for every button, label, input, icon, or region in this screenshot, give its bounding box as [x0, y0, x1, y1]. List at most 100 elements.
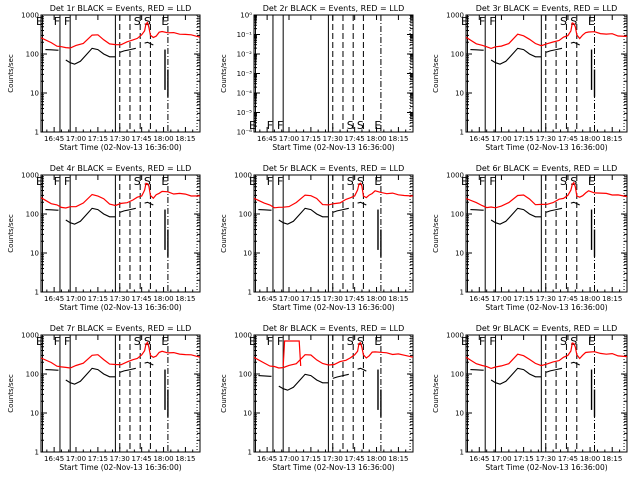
marker-label-2: F	[277, 335, 283, 348]
x-tick-label: 16:45	[469, 135, 489, 143]
plot-frame	[40, 334, 201, 453]
x-tick-label: 17:30	[323, 135, 343, 143]
y-tick-label: 1	[248, 289, 252, 297]
x-tick-label: 18:15	[388, 295, 408, 303]
x-tick-label: 17:45	[558, 135, 578, 143]
x-tick-label: 17:00	[66, 455, 86, 463]
marker-label-8: E	[588, 335, 595, 348]
y-axis-title: Counts/sec	[432, 54, 440, 93]
y-tick-label: 1	[35, 289, 39, 297]
marker-label-1: F	[479, 15, 485, 28]
y-tick-label: 10⁻⁶	[237, 129, 253, 137]
y-tick-label: 10⁻³	[237, 70, 253, 78]
marker-label-6: S	[347, 175, 354, 188]
events-series-segment-2	[119, 207, 136, 213]
lld-series-line	[40, 182, 201, 209]
x-axis-ticks: 16:45 17:00 17:15 17:30 17:45 18:00 18:15	[257, 335, 414, 463]
x-tick-label: 18:00	[153, 455, 173, 463]
events-series-segment-1	[65, 367, 116, 385]
y-tick-label: 100	[239, 211, 252, 219]
x-axis-ticks: 16:45 17:00 17:15 17:30 17:45 18:00 18:15	[44, 15, 201, 143]
lld-series-line	[40, 341, 201, 369]
y-axis-ticks: 1 10 100 1000	[446, 332, 627, 457]
marker-label-6: S	[560, 335, 567, 348]
panel-title: Det 7r BLACK = Events, RED = LLD	[50, 324, 192, 333]
events-series-segment-3	[357, 367, 367, 372]
events-series-segment-2	[332, 207, 349, 213]
events-series-segment-0	[470, 369, 484, 371]
plot-frame	[253, 174, 414, 293]
y-tick-label: 1000	[446, 332, 464, 340]
x-axis-ticks: 16:45 17:00 17:15 17:30 17:45 18:00 18:15	[44, 175, 201, 303]
marker-label-7: S	[570, 15, 577, 28]
panel-title: Det 3r BLACK = Events, RED = LLD	[476, 4, 618, 13]
marker-label-7: S	[144, 175, 151, 188]
marker-label-0: E	[249, 335, 256, 348]
marker-label-1: F	[267, 119, 273, 132]
marker-label-0: E	[36, 335, 43, 348]
events-series-segment-1	[278, 373, 329, 391]
x-tick-label: 17:45	[558, 455, 578, 463]
marker-label-2: F	[64, 175, 70, 188]
x-tick-label: 17:00	[66, 135, 86, 143]
y-tick-label: 1	[460, 129, 464, 137]
events-series-segment-0	[258, 375, 272, 377]
lld-series-line	[465, 342, 628, 370]
y-tick-label: 10⁻⁵	[237, 109, 253, 117]
marker-label-7: S	[357, 119, 364, 132]
marker-label-7: S	[570, 335, 577, 348]
events-series-segment-2	[545, 47, 563, 53]
y-tick-label: 10	[243, 410, 252, 418]
events-series-segment-2	[545, 207, 563, 213]
panel-title: Det 1r BLACK = Events, RED = LLD	[50, 4, 192, 13]
x-axis-title: Start Time (02-Nov-13 16:36:00)	[59, 303, 181, 312]
x-tick-label: 18:00	[153, 135, 173, 143]
x-tick-label: 17:45	[345, 295, 365, 303]
y-tick-label: 10	[455, 410, 464, 418]
marker-label-0: E	[249, 119, 256, 132]
marker-label-8: E	[374, 335, 381, 348]
x-tick-label: 18:15	[388, 135, 408, 143]
events-series-segment-1	[490, 47, 542, 65]
y-axis-ticks: 1 10 100 1000	[21, 12, 200, 137]
panel-title: Det 4r BLACK = Events, RED = LLD	[50, 164, 192, 173]
marker-label-1: F	[267, 175, 273, 188]
marker-label-7: S	[357, 335, 364, 348]
marker-label-8: E	[374, 119, 381, 132]
events-series-segment-2	[332, 373, 349, 379]
marker-label-8: E	[161, 175, 168, 188]
marker-lines	[41, 175, 198, 292]
events-series-segment-3	[570, 201, 580, 206]
y-tick-label: 1000	[21, 12, 39, 20]
panel-title: Det 6r BLACK = Events, RED = LLD	[476, 164, 618, 173]
events-series-segment-1	[490, 367, 542, 385]
x-axis-ticks: 16:45 17:00 17:15 17:30 17:45 18:00 18:15	[469, 15, 628, 143]
marker-lines	[466, 335, 625, 452]
x-axis-title: Start Time (02-Nov-13 16:36:00)	[59, 143, 181, 152]
y-tick-label: 10	[455, 90, 464, 98]
y-axis-ticks: 1 10 100 1000	[446, 172, 627, 297]
y-axis-title: Counts/sec	[220, 54, 228, 93]
x-axis-ticks: 16:45 17:00 17:15 17:30 17:45 18:00 18:15	[257, 175, 414, 303]
x-tick-label: 17:15	[514, 135, 534, 143]
marker-label-7: S	[144, 15, 151, 28]
y-tick-label: 100	[451, 371, 464, 379]
x-tick-label: 16:45	[257, 135, 277, 143]
x-tick-label: 18:00	[366, 455, 386, 463]
x-tick-label: 17:15	[88, 295, 108, 303]
plot-frame	[465, 174, 628, 293]
plot-frame	[40, 14, 201, 133]
x-axis-title: Start Time (02-Nov-13 16:36:00)	[485, 463, 607, 472]
x-tick-label: 17:45	[132, 455, 152, 463]
marker-label-8: E	[588, 175, 595, 188]
marker-label-0: E	[461, 15, 468, 28]
